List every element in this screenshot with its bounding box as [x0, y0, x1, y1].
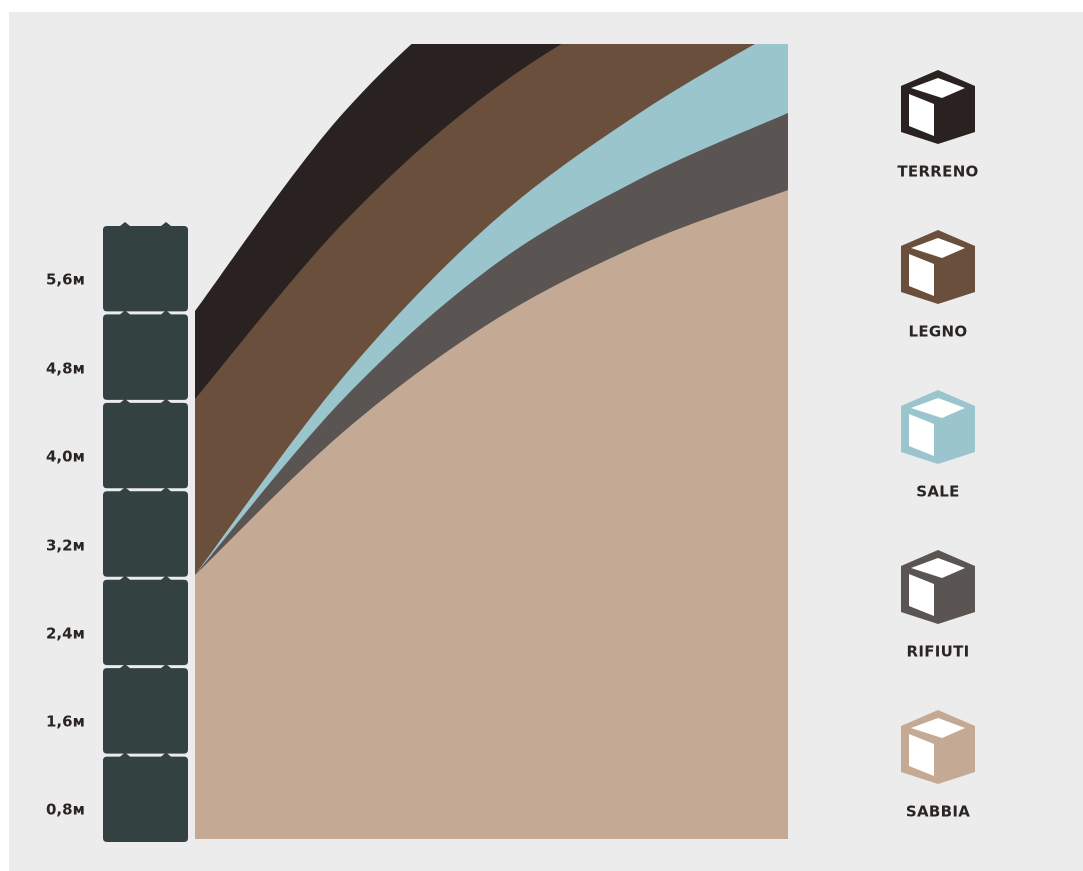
axis-block: [103, 664, 188, 754]
y-tick-label: 3,2м: [46, 537, 85, 555]
y-tick-label: 4,0м: [46, 448, 85, 466]
y-axis-block-stack: [103, 222, 188, 842]
axis-block: [103, 752, 188, 842]
y-tick-label: 5,6м: [46, 271, 85, 289]
cube-icon: [901, 70, 975, 144]
legend-label-sabbia: SABBIA: [906, 803, 970, 821]
y-axis-tick-labels: 0,8м 1,6м 2,4м 3,2м 4,0м 4,8м 5,6м: [46, 271, 85, 819]
cube-icon: [901, 550, 975, 624]
y-tick-label: 0,8м: [46, 801, 85, 819]
axis-block: [103, 398, 188, 489]
legend-label-legno: LEGNO: [909, 323, 968, 341]
y-tick-label: 4,8м: [46, 360, 85, 378]
cube-icon: [901, 710, 975, 784]
y-tick-label: 2,4м: [46, 625, 85, 643]
axis-block: [103, 310, 188, 400]
legend-label-sale: SALE: [916, 483, 959, 501]
cube-icon: [901, 390, 975, 464]
area-layer-sabbia: [195, 190, 788, 839]
axis-block: [103, 222, 188, 312]
legend-label-rifiuti: RIFIUTI: [906, 643, 969, 661]
y-tick-label: 1,6м: [46, 713, 85, 731]
stacked-area-layers: [195, 44, 788, 839]
axis-block: [103, 487, 188, 577]
legend-label-terreno: TERRENO: [897, 163, 978, 181]
cube-icon: [901, 230, 975, 304]
legend: TERRENO LEGNO SALE RIFIUTI SABBIA: [897, 70, 978, 821]
axis-block: [103, 575, 188, 666]
